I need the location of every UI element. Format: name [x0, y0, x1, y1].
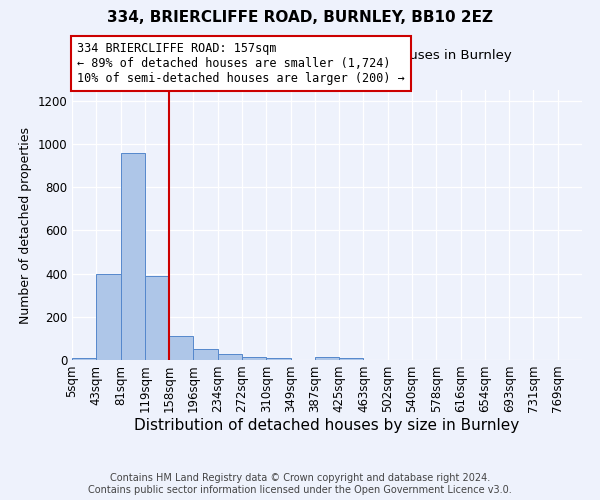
Bar	[242, 358, 266, 360]
Bar	[339, 358, 364, 360]
Bar	[169, 336, 193, 360]
Bar	[96, 274, 121, 360]
Bar	[266, 358, 290, 360]
Bar	[193, 349, 218, 360]
Bar	[218, 354, 242, 360]
Y-axis label: Number of detached properties: Number of detached properties	[19, 126, 32, 324]
Bar	[121, 152, 145, 360]
Bar	[145, 276, 169, 360]
Text: Contains HM Land Registry data © Crown copyright and database right 2024.
Contai: Contains HM Land Registry data © Crown c…	[88, 474, 512, 495]
Bar	[315, 358, 339, 360]
Title: Size of property relative to detached houses in Burnley: Size of property relative to detached ho…	[143, 50, 511, 62]
X-axis label: Distribution of detached houses by size in Burnley: Distribution of detached houses by size …	[134, 418, 520, 433]
Text: 334, BRIERCLIFFE ROAD, BURNLEY, BB10 2EZ: 334, BRIERCLIFFE ROAD, BURNLEY, BB10 2EZ	[107, 10, 493, 25]
Text: 334 BRIERCLIFFE ROAD: 157sqm
← 89% of detached houses are smaller (1,724)
10% of: 334 BRIERCLIFFE ROAD: 157sqm ← 89% of de…	[77, 42, 405, 84]
Bar	[72, 358, 96, 360]
